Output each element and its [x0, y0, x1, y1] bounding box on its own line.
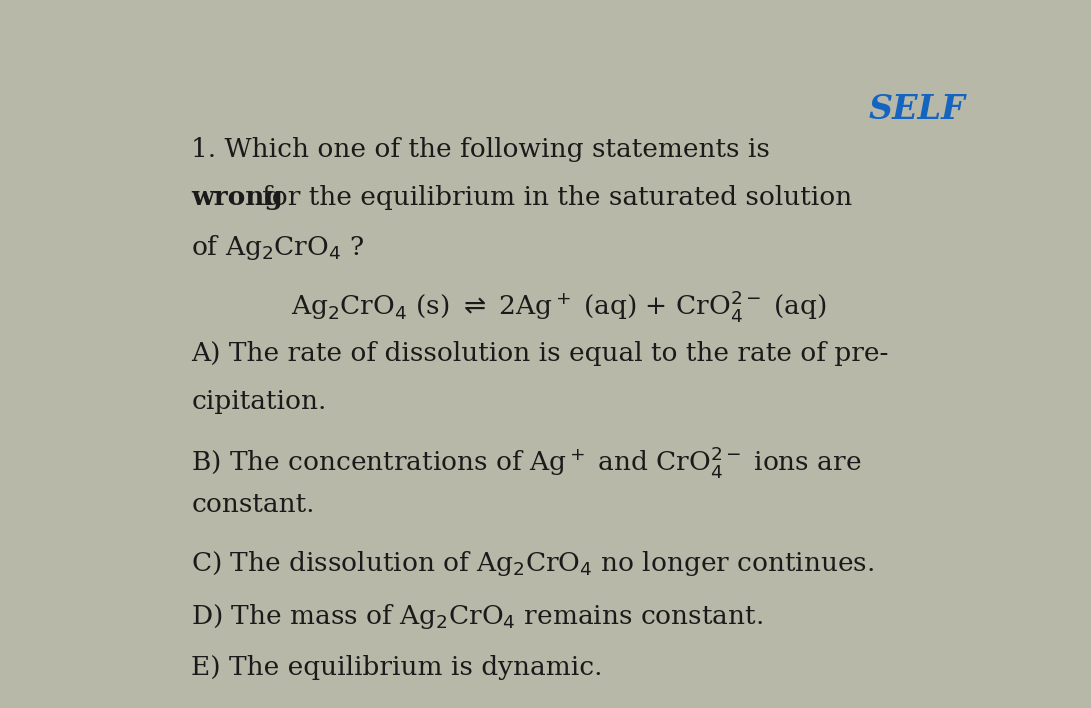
- Text: C) The dissolution of Ag$_2$CrO$_4$ no longer continues.: C) The dissolution of Ag$_2$CrO$_4$ no l…: [191, 549, 875, 578]
- Text: constant.: constant.: [191, 492, 315, 517]
- Text: B) The concentrations of Ag$^+$ and CrO$_4^{2-}$ ions are: B) The concentrations of Ag$^+$ and CrO$…: [191, 444, 862, 480]
- Text: Ag$_2$CrO$_4$ (s) $\rightleftharpoons$ 2Ag$^+$ (aq) + CrO$_4^{2-}$ (aq): Ag$_2$CrO$_4$ (s) $\rightleftharpoons$ 2…: [291, 288, 827, 324]
- Text: 1. Which one of the following statements is: 1. Which one of the following statements…: [191, 137, 770, 161]
- Text: E) The equilibrium is dynamic.: E) The equilibrium is dynamic.: [191, 655, 603, 680]
- Text: cipitation.: cipitation.: [191, 389, 326, 413]
- Text: SELF: SELF: [868, 93, 964, 126]
- Text: wrong: wrong: [191, 185, 284, 210]
- Text: for the equilibrium in the saturated solution: for the equilibrium in the saturated sol…: [262, 185, 852, 210]
- Text: A) The rate of dissolution is equal to the rate of pre-: A) The rate of dissolution is equal to t…: [191, 341, 889, 365]
- Text: of Ag$_2$CrO$_4$ ?: of Ag$_2$CrO$_4$ ?: [191, 233, 364, 262]
- Text: D) The mass of Ag$_2$CrO$_4$ remains constant.: D) The mass of Ag$_2$CrO$_4$ remains con…: [191, 602, 764, 631]
